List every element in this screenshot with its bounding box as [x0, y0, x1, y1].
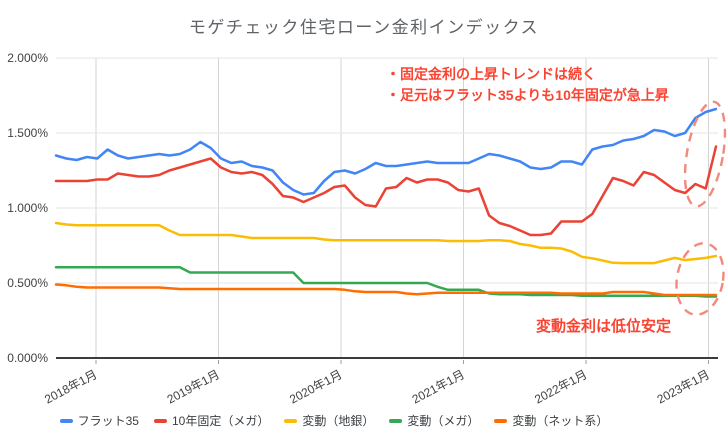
- x-tick-label: 2021年1月: [410, 367, 467, 406]
- legend-label: フラット35: [77, 414, 139, 428]
- legend-item-variable-mega: 変動（メガ）: [389, 412, 479, 429]
- x-tick-label: 2023年1月: [655, 367, 712, 406]
- legend-item-flat35: フラット35: [59, 412, 139, 429]
- highlight-ellipse: [683, 100, 727, 208]
- legend-item-variable-net: 変動（ネット系）: [494, 412, 608, 429]
- legend-label: 変動（メガ）: [407, 414, 480, 428]
- y-tick-label: 2.000%: [7, 51, 48, 65]
- legend-swatch-icon: [153, 418, 167, 423]
- highlight-ellipse: [675, 242, 725, 316]
- series-line-0: [54, 107, 718, 196]
- legend-swatch-icon: [59, 418, 73, 423]
- y-tick-label: 0.500%: [7, 276, 48, 290]
- x-tick-label: 2018年1月: [42, 367, 99, 406]
- annotation-fixed-rate-trend: ・固定金利の上昇トレンドは続く ・足元はフラット35よりも10年固定が急上昇: [386, 64, 669, 106]
- annotation-line-1: ・固定金利の上昇トレンドは続く: [386, 66, 596, 82]
- legend-label: 変動（ネット系）: [512, 414, 609, 428]
- y-tick-label: 1.000%: [7, 201, 48, 215]
- legend-label: 10年固定（メガ）: [171, 414, 270, 428]
- chart-legend: フラット35 10年固定（メガ） 変動（地銀） 変動（メガ） 変動（ネット系）: [0, 412, 728, 429]
- legend-items: フラット35 10年固定（メガ） 変動（地銀） 変動（メガ） 変動（ネット系）: [59, 412, 608, 429]
- legend-item-10y-fixed-mega: 10年固定（メガ）: [153, 412, 270, 429]
- legend-swatch-icon: [494, 418, 508, 423]
- y-tick-label: 0.000%: [7, 351, 48, 365]
- legend-swatch-icon: [389, 418, 403, 423]
- legend-swatch-icon: [284, 418, 298, 423]
- annotation-line-2: ・足元はフラット35よりも10年固定が急上昇: [386, 87, 669, 103]
- legend-label: 変動（地銀）: [302, 414, 375, 428]
- chart-title: モゲチェック住宅ローン金利インデックス: [188, 18, 540, 37]
- legend-item-variable-regional: 変動（地銀）: [284, 412, 374, 429]
- series-line-3: [54, 266, 718, 298]
- y-tick-label: 1.500%: [7, 126, 48, 140]
- x-tick-label: 2020年1月: [287, 367, 344, 406]
- series-line-1: [54, 145, 718, 237]
- series-line-4: [54, 283, 718, 297]
- series-line-2: [54, 221, 718, 265]
- x-tick-label: 2019年1月: [165, 367, 222, 406]
- x-tick-label: 2022年1月: [532, 367, 589, 406]
- annotation-variable-rate-stable: 変動金利は低位安定: [536, 318, 672, 335]
